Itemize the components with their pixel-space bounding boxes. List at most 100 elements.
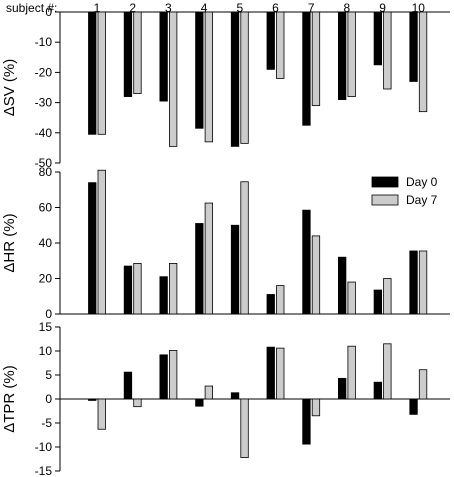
subject-number: 2: [129, 1, 136, 15]
subject-number: 7: [308, 1, 315, 15]
bar-day0-subject-7: [302, 11, 311, 126]
bar-day7-subject-2: [133, 11, 142, 94]
bar-day7-subject-1: [97, 398, 106, 430]
bar-day7-subject-10: [418, 369, 428, 400]
bar-day7-subject-1: [97, 169, 106, 315]
bar-day0-subject-2: [123, 371, 133, 400]
y-tick-label: 15: [39, 320, 53, 334]
bar-day7-subject-6: [276, 285, 285, 315]
panel-2: 0 20 40 60 80 ΔHR (%) Day 0 Day 7: [1, 165, 450, 321]
bar-day0-subject-10: [409, 11, 418, 82]
bar-day0-subject-8: [337, 377, 347, 400]
bar-day7-subject-5: [240, 398, 249, 458]
subject-header: subject #:: [6, 1, 57, 15]
y-tick-label: -20: [35, 65, 53, 79]
bar-day0-subject-10: [409, 398, 418, 415]
bar-day7-subject-10: [418, 250, 428, 315]
bar-day0-subject-4: [195, 398, 204, 407]
subject-number: 1: [94, 1, 101, 15]
panel-1: 0 -10 -20 -30 -40 -50 ΔSV (%): [1, 5, 450, 170]
bar-day0-subject-6: [266, 294, 275, 315]
y-tick-label: 0: [45, 307, 52, 321]
subject-number: 4: [201, 1, 208, 15]
subject-number: 9: [379, 1, 386, 15]
legend-label-day7: Day 7: [406, 193, 438, 207]
y-tick-label: -10: [35, 35, 53, 49]
y-tick-label: -15: [35, 464, 53, 477]
y-axis-label: ΔHR (%): [1, 213, 18, 272]
y-tick-label: 20: [39, 272, 53, 286]
y-tick-label: 10: [39, 344, 53, 358]
subject-number: 5: [236, 1, 243, 15]
bar-day0-subject-6: [266, 346, 275, 400]
bar-day0-subject-1: [88, 398, 97, 401]
bar-day7-subject-8: [347, 281, 356, 315]
bar-day7-subject-8: [347, 11, 356, 97]
bar-day0-subject-1: [88, 182, 97, 315]
bar-day0-subject-9: [373, 381, 383, 400]
bar-day7-subject-4: [204, 11, 214, 143]
bar-day7-subject-7: [311, 235, 321, 315]
legend-swatch-day7: [371, 194, 399, 206]
panel-3: 15 10 5 0 -5 -10 -15 ΔTPR (%): [1, 320, 450, 477]
bar-day7-subject-10: [418, 11, 428, 113]
bar-day0-subject-5: [230, 392, 240, 400]
bar-day7-subject-5: [240, 181, 249, 315]
bar-day0-subject-1: [88, 11, 97, 135]
bar-day0-subject-6: [266, 11, 275, 70]
bar-day7-subject-2: [133, 263, 142, 315]
y-tick-label: -10: [35, 440, 53, 454]
bar-day0-subject-2: [123, 265, 133, 315]
bar-day0-subject-10: [409, 250, 418, 315]
y-tick-label: 40: [39, 236, 53, 250]
bar-day0-subject-5: [230, 11, 240, 147]
bar-day0-subject-8: [337, 11, 347, 100]
bar-day7-subject-3: [168, 263, 178, 315]
legend-swatch-day0: [371, 176, 399, 188]
bar-day7-subject-3: [168, 11, 178, 147]
bar-day0-subject-3: [159, 11, 168, 102]
bar-day0-subject-9: [373, 11, 383, 66]
bar-day7-subject-5: [240, 11, 249, 144]
bar-day0-subject-7: [302, 209, 311, 315]
bar-day7-subject-2: [133, 398, 142, 408]
bar-day7-subject-8: [347, 345, 356, 400]
bar-day0-subject-3: [159, 354, 168, 400]
bar-day7-subject-9: [383, 11, 392, 90]
subject-number: 3: [165, 1, 172, 15]
subject-number: 8: [344, 1, 351, 15]
bar-day7-subject-7: [311, 398, 321, 417]
bar-day7-subject-6: [276, 11, 285, 79]
y-tick-label: 0: [45, 392, 52, 406]
y-tick-label: -40: [35, 126, 53, 140]
legend-label-day0: Day 0: [406, 175, 438, 189]
bar-day7-subject-9: [383, 278, 392, 315]
bar-day7-subject-1: [97, 11, 106, 135]
bar-day0-subject-2: [123, 11, 133, 97]
y-tick-label: -5: [41, 416, 52, 430]
bar-day7-subject-3: [168, 350, 178, 400]
bar-day0-subject-4: [195, 11, 204, 129]
bar-day0-subject-8: [337, 256, 347, 315]
bar-day7-subject-9: [383, 343, 392, 400]
y-tick-label: 80: [39, 165, 53, 179]
bar-day7-subject-4: [204, 202, 214, 315]
bar-day0-subject-5: [230, 224, 240, 315]
bar-day0-subject-7: [302, 398, 311, 445]
y-tick-label: 5: [45, 368, 52, 382]
bar-day0-subject-3: [159, 276, 168, 315]
subject-number: 6: [272, 1, 279, 15]
y-tick-label: -30: [35, 96, 53, 110]
bar-day7-subject-6: [276, 347, 285, 400]
bar-day7-subject-7: [311, 11, 321, 107]
bar-day7-subject-4: [204, 385, 214, 400]
y-tick-label: 60: [39, 201, 53, 215]
y-axis-label: ΔTPR (%): [1, 365, 18, 433]
y-tick-label: -50: [35, 156, 53, 170]
bar-day0-subject-9: [373, 289, 383, 315]
y-axis-label: ΔSV (%): [1, 59, 18, 117]
y-tick-label: 0: [45, 5, 52, 19]
bar-day0-subject-4: [195, 223, 204, 315]
